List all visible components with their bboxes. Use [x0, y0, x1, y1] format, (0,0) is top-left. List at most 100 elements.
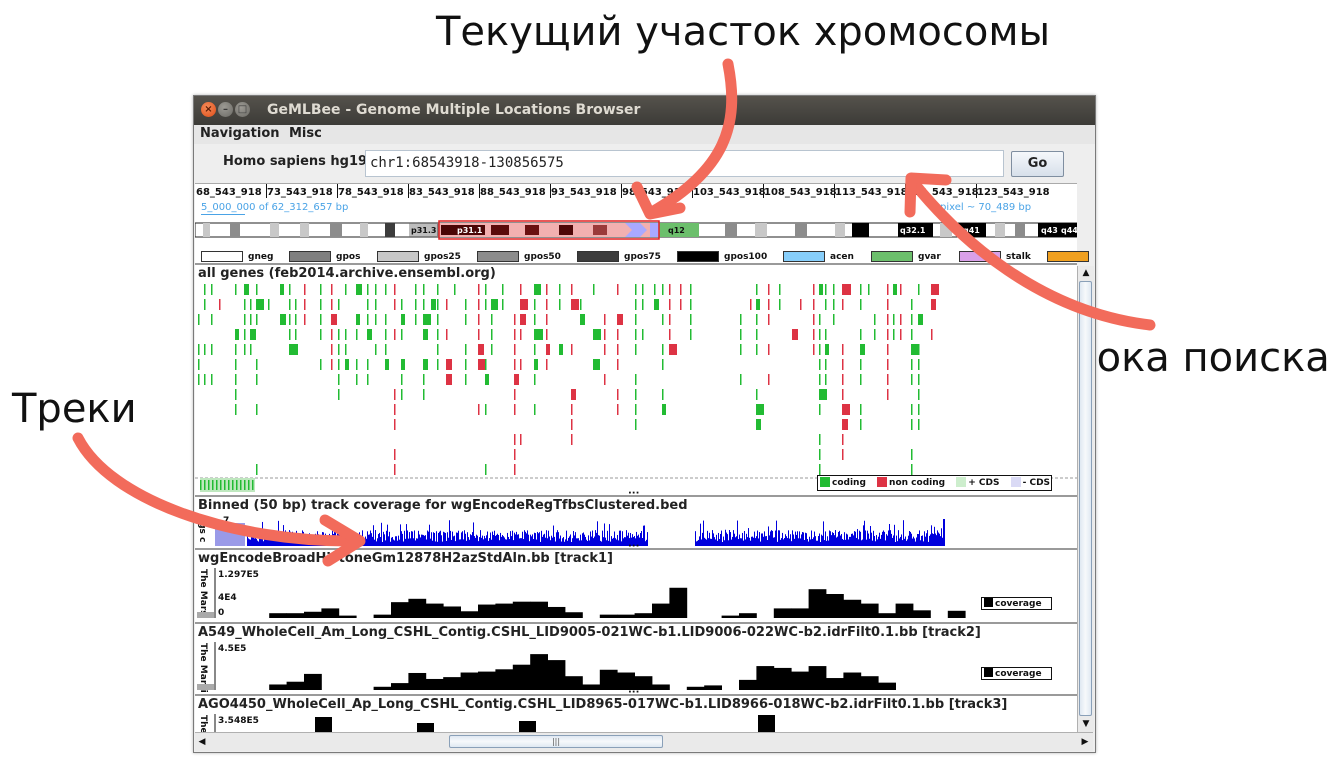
track1[interactable]: wgEncodeBroadHistoneGm12878H2azStdAln.bb… — [195, 550, 1077, 622]
minimize-icon[interactable]: – — [218, 102, 233, 117]
scroll-left-icon[interactable]: ◀ — [198, 737, 206, 747]
coverage-bar — [811, 530, 812, 546]
coverage-bar — [841, 534, 842, 546]
coverage-bar — [836, 537, 837, 546]
coverage-bar — [608, 540, 609, 546]
gene-track[interactable]: all genes (feb2014.archive.ensembl.org) … — [195, 265, 1077, 495]
gene-glyph — [454, 284, 456, 295]
coverage-bar — [644, 525, 645, 546]
gene-glyph — [256, 284, 258, 295]
gene-glyph — [593, 359, 600, 370]
track3[interactable]: AGO4450_WholeCell_Ap_Long_CSHL_Contig.CS… — [195, 696, 1077, 734]
coverage-bar — [705, 538, 706, 546]
coverage-bar — [413, 538, 414, 546]
menu-misc[interactable]: Misc — [289, 126, 322, 141]
gene-glyph — [232, 480, 234, 490]
coverage-bar — [838, 531, 839, 546]
gene-glyph — [235, 389, 237, 400]
track2[interactable]: A549_WholeCell_Am_Long_CSHL_Contig.CSHL_… — [195, 624, 1077, 694]
gene-glyph — [375, 284, 377, 295]
gene-glyph — [900, 284, 902, 295]
coverage-bar — [942, 537, 943, 546]
scroll-up-icon[interactable]: ▲ — [1082, 268, 1090, 278]
gene-glyph — [635, 329, 637, 340]
coverage-bar — [698, 539, 699, 546]
coverage-bar — [743, 540, 744, 546]
coverage-bar — [417, 538, 418, 546]
gene-glyph — [423, 374, 425, 385]
horizontal-scrollbar[interactable]: ◀ ||| ▶ — [195, 732, 1093, 751]
gene-glyph — [204, 284, 206, 295]
gene-glyph — [918, 389, 920, 400]
coverage-bar — [854, 531, 855, 546]
coverage-bar — [498, 534, 499, 546]
gene-glyph — [842, 374, 844, 385]
coverage-bar — [470, 534, 471, 546]
gene-glyph — [295, 329, 297, 340]
gene-glyph — [534, 359, 538, 370]
coverage-bar — [531, 536, 532, 546]
gene-glyph — [860, 404, 862, 415]
chromosome-ideogram[interactable]: p31.3 p31.1 q12 q32.1 q41 q43 q44 — [195, 220, 1077, 240]
coverage-bar — [398, 535, 399, 546]
coverage-bar — [766, 536, 767, 546]
gene-glyph — [338, 344, 340, 355]
legend-label: gvar — [918, 252, 941, 262]
gene-glyph — [756, 329, 758, 340]
coverage-bar — [847, 534, 848, 546]
gene-glyph — [571, 419, 573, 430]
gene-glyph — [256, 299, 264, 310]
vertical-scrollbar[interactable]: ▲ ▼ — [1077, 266, 1094, 732]
gene-glyph — [356, 359, 358, 370]
coverage-bar — [735, 537, 736, 546]
gene-glyph — [320, 299, 322, 310]
coverage-bar — [900, 536, 901, 546]
horizontal-scroll-thumb[interactable]: ||| — [449, 735, 663, 748]
gene-glyph — [534, 344, 536, 355]
coverage-bar — [865, 530, 866, 546]
coverage-bar — [850, 536, 851, 546]
tick-line — [266, 184, 267, 198]
tick-line — [692, 184, 693, 198]
coverage-bar — [606, 540, 607, 546]
coverage-bar — [887, 535, 888, 546]
coverage-bar — [724, 540, 725, 546]
coverage-bar — [614, 531, 615, 546]
gene-glyph — [819, 464, 821, 475]
menu-navigation[interactable]: Navigation — [200, 126, 280, 141]
coverage-bar — [897, 541, 898, 546]
resize-handle[interactable]: ··· — [628, 488, 640, 499]
coverage-bar — [570, 534, 571, 546]
vertical-scroll-thumb[interactable] — [1079, 281, 1092, 716]
gene-glyph — [331, 359, 333, 370]
resize-handle[interactable]: ··· — [628, 687, 640, 698]
coverage-bar — [512, 664, 531, 690]
coverage-bar — [568, 537, 569, 546]
scroll-right-icon[interactable]: ▶ — [1081, 737, 1089, 747]
gene-glyph — [768, 374, 770, 385]
gene-glyph — [842, 299, 844, 310]
resize-handle[interactable]: ··· — [628, 541, 640, 552]
coverage-bar — [631, 537, 632, 546]
maximize-icon[interactable]: □ — [235, 102, 250, 117]
gene-glyph — [819, 314, 821, 325]
coverage-bar — [886, 534, 887, 546]
coverage-bar — [511, 536, 512, 546]
close-icon[interactable]: × — [201, 102, 216, 117]
coverage-bar — [609, 524, 610, 546]
search-input[interactable]: chr1:68543918-130856575 — [365, 150, 1004, 177]
coverage-bar — [907, 539, 908, 546]
track-separator — [195, 622, 1077, 624]
gene-glyph — [756, 404, 764, 415]
coverage-bar — [389, 531, 390, 546]
coverage-bar — [248, 538, 249, 546]
scale-bar — [201, 214, 245, 215]
go-button[interactable]: Go — [1011, 151, 1064, 177]
coverage-bar — [571, 541, 572, 546]
coverage-bar — [420, 537, 421, 546]
ruler-tick: 73_543_918 — [267, 187, 333, 198]
coverage-bar — [422, 534, 423, 546]
scroll-down-icon[interactable]: ▼ — [1082, 719, 1090, 729]
coverage-bar — [878, 536, 879, 546]
gene-glyph — [367, 299, 369, 310]
